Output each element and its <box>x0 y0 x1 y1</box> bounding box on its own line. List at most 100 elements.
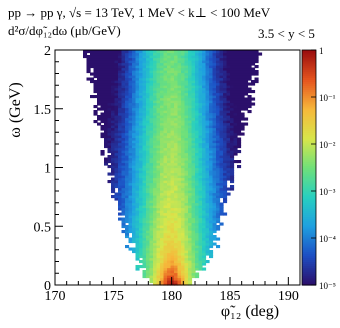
color-bar-segment <box>302 151 316 155</box>
color-bar-segment <box>302 159 316 163</box>
heatmap-cell <box>153 115 158 119</box>
heatmap-cell <box>142 237 147 241</box>
heatmap-cell <box>177 170 182 174</box>
heatmap-cell <box>118 117 123 121</box>
heatmap-cell <box>104 132 109 136</box>
heatmap-cell <box>212 182 217 186</box>
heatmap-cell <box>118 202 123 206</box>
heatmap-cell <box>230 67 235 71</box>
heatmap-cell <box>216 197 221 201</box>
heatmap-cell <box>181 170 186 174</box>
heatmap-cell <box>142 52 147 56</box>
heatmap-cell <box>198 245 203 249</box>
heatmap-cell <box>142 275 147 279</box>
heatmap-cell <box>205 162 210 166</box>
heatmap-cell <box>146 265 151 269</box>
heatmap-cell <box>212 227 217 231</box>
color-bar-segment <box>302 255 316 259</box>
heatmap-cell <box>139 225 144 229</box>
heatmap-cell <box>177 242 182 246</box>
heatmap-cell <box>125 72 130 76</box>
heatmap-cell <box>128 202 133 206</box>
heatmap-cell <box>149 107 154 111</box>
heatmap-cell <box>195 247 200 251</box>
heatmap-cell <box>174 125 179 129</box>
heatmap-cell <box>198 127 203 131</box>
heatmap-cell <box>149 255 154 259</box>
heatmap-cell <box>135 80 140 84</box>
heatmap-cell <box>205 167 210 171</box>
heatmap-cell <box>153 247 158 251</box>
heatmap-cell <box>223 175 228 179</box>
heatmap-cell <box>142 57 147 61</box>
heatmap-cell <box>163 262 168 266</box>
heatmap-cell <box>174 235 179 239</box>
heatmap-cell <box>118 130 123 134</box>
heatmap-cell <box>240 122 245 126</box>
heatmap-cell <box>230 50 235 54</box>
heatmap-cell <box>163 257 168 261</box>
heatmap-cell <box>149 245 154 249</box>
heatmap-cell <box>170 257 175 261</box>
heatmap-cell <box>174 247 179 251</box>
heatmap-cell <box>216 237 221 241</box>
heatmap-cell <box>167 185 172 189</box>
color-bar-segment <box>302 198 316 202</box>
heatmap-cell <box>93 72 98 76</box>
color-bar-segment <box>302 98 316 102</box>
heatmap-cell <box>198 210 203 214</box>
heatmap-cell <box>100 117 105 121</box>
heatmap-cell <box>219 192 224 196</box>
heatmap-cell <box>97 77 102 81</box>
color-bar-segment <box>302 67 316 71</box>
heatmap-cell <box>132 135 137 139</box>
heatmap-cell <box>139 240 144 244</box>
heatmap-cell <box>153 217 158 221</box>
heatmap-cell <box>163 145 168 149</box>
heatmap-cell <box>132 212 137 216</box>
heatmap-cell <box>247 72 252 76</box>
heatmap-cell <box>237 85 242 89</box>
heatmap-cell <box>142 117 147 121</box>
color-bar-segment <box>302 192 316 196</box>
heatmap-cell <box>184 165 189 169</box>
heatmap-cell <box>219 222 224 226</box>
heatmap-cell <box>156 200 161 204</box>
heatmap-cell <box>191 117 196 121</box>
heatmap-cell <box>226 67 231 71</box>
heatmap-cell <box>114 152 119 156</box>
heatmap-cell <box>195 127 200 131</box>
heatmap-cell <box>153 132 158 136</box>
heatmap-cell <box>128 147 133 151</box>
heatmap-cell <box>216 202 221 206</box>
heatmap-cell <box>170 197 175 201</box>
heatmap-cell <box>167 177 172 181</box>
heatmap-cell <box>174 110 179 114</box>
heatmap-cell <box>181 50 186 54</box>
heatmap-cell <box>174 87 179 91</box>
heatmap-cell <box>125 107 130 111</box>
heatmap-cell <box>163 165 168 169</box>
heatmap-cell <box>163 232 168 236</box>
heatmap-cell <box>198 132 203 136</box>
heatmap-cell <box>188 282 193 286</box>
heatmap-cell <box>184 270 189 274</box>
heatmap-cell <box>181 225 186 229</box>
heatmap-cell <box>107 127 112 131</box>
heatmap-cell <box>160 227 165 231</box>
heatmap-cell <box>184 155 189 159</box>
heatmap-cell <box>247 77 252 81</box>
heatmap-cell <box>135 190 140 194</box>
heatmap-cell <box>139 60 144 64</box>
heatmap-cell <box>216 220 221 224</box>
heatmap-cell <box>198 142 203 146</box>
heatmap-cell <box>163 72 168 76</box>
heatmap-cell <box>209 82 214 86</box>
heatmap-cell <box>153 190 158 194</box>
heatmap-cell <box>195 240 200 244</box>
heatmap-cell <box>156 82 161 86</box>
heatmap-cell <box>191 65 196 69</box>
heatmap-cell <box>125 100 130 104</box>
heatmap-cell <box>177 267 182 271</box>
